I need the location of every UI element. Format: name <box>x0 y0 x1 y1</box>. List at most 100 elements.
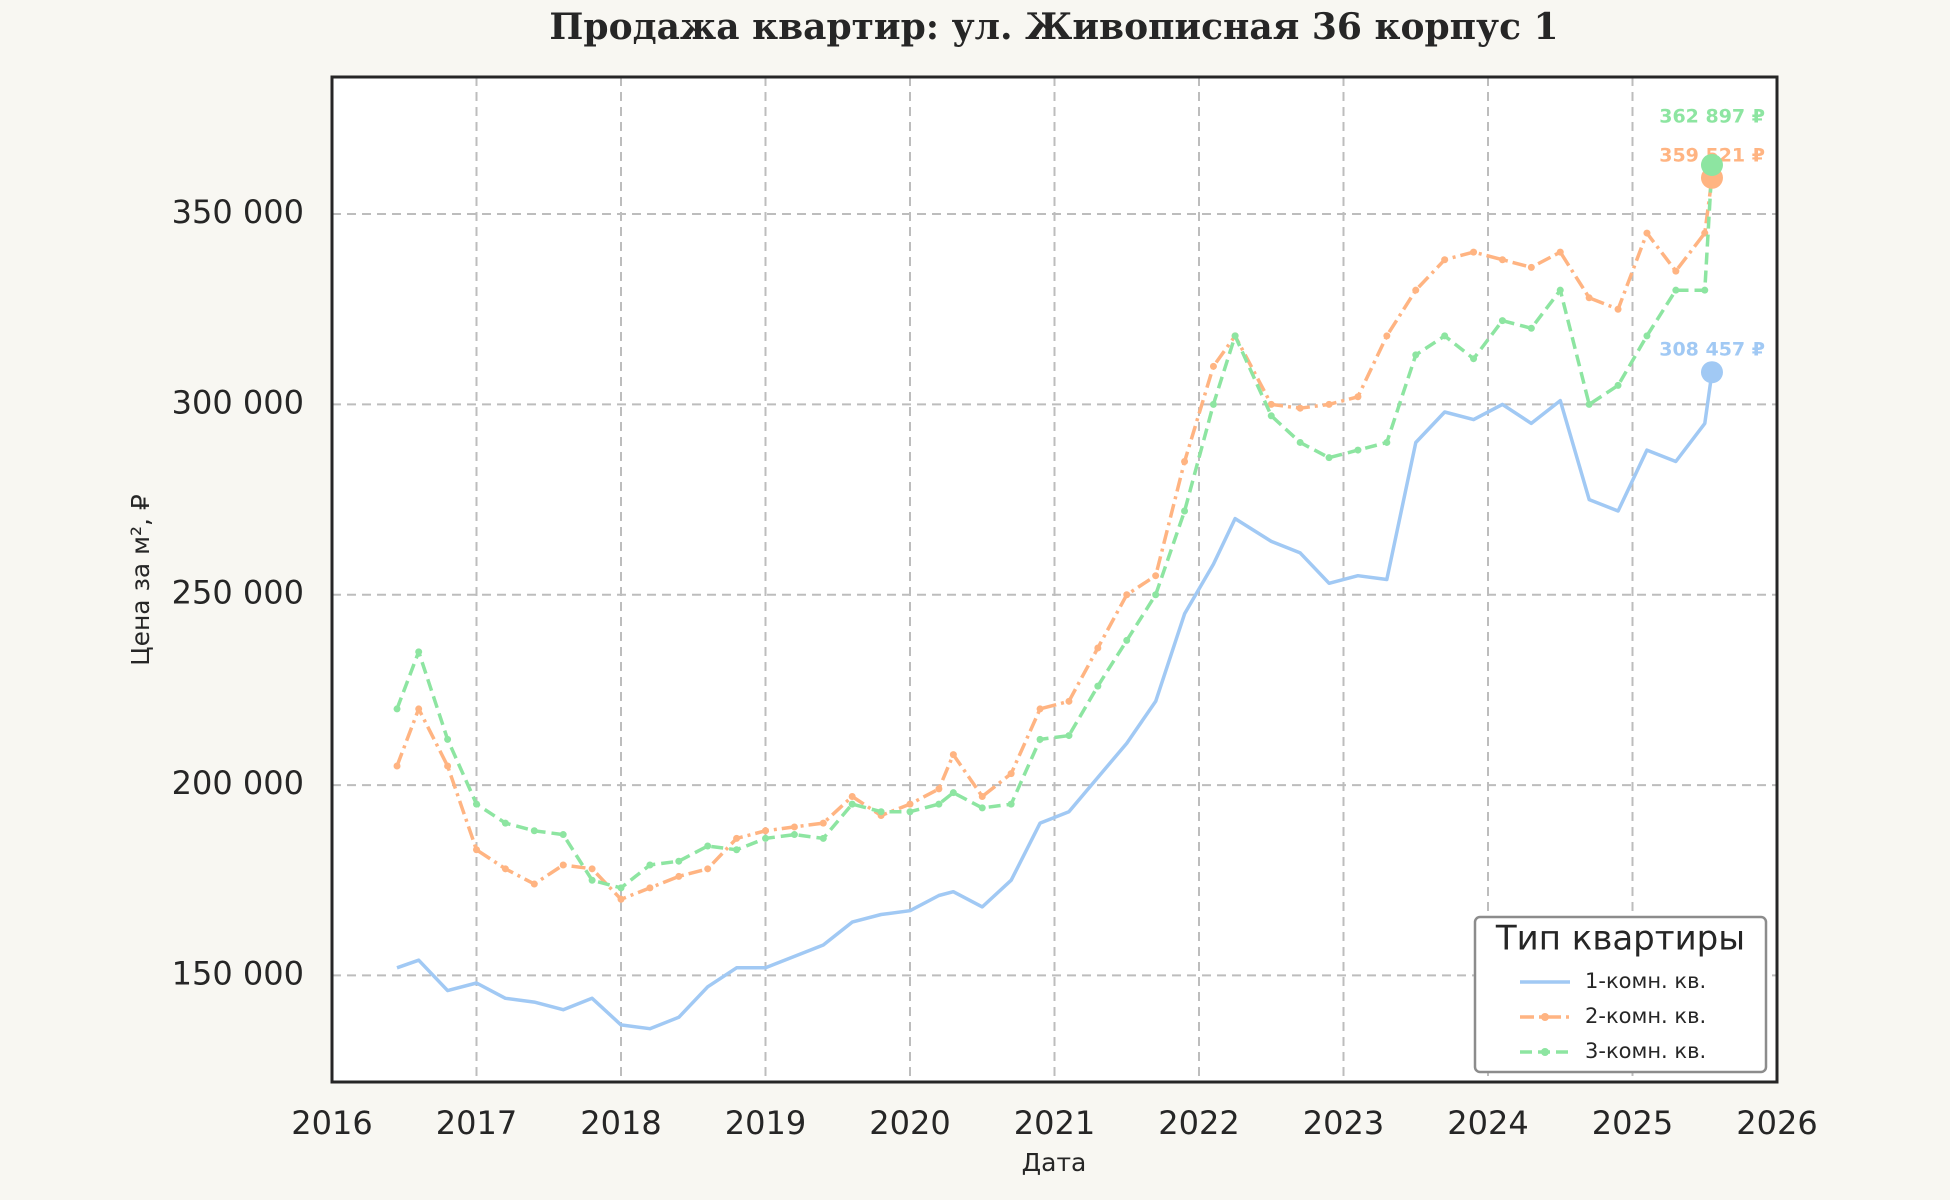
x-tick-label: 2023 <box>1303 1104 1384 1142</box>
x-tick-label: 2022 <box>1158 1104 1239 1142</box>
point-marker <box>1412 351 1420 359</box>
end-marker <box>1700 361 1723 384</box>
point-marker <box>733 846 741 854</box>
point-marker <box>501 865 509 873</box>
x-tick-label: 2024 <box>1447 1104 1528 1142</box>
point-marker <box>1325 454 1333 462</box>
point-marker <box>848 792 856 800</box>
point-marker <box>877 808 885 816</box>
x-axis-label: Дата <box>1022 1148 1087 1177</box>
point-marker <box>1354 446 1362 454</box>
point-marker <box>762 834 769 842</box>
point-marker <box>978 804 986 812</box>
y-tick-label: 350 000 <box>172 193 304 231</box>
legend-label: 3-комн. кв. <box>1585 1039 1706 1063</box>
series-line <box>395 177 1714 902</box>
point-marker <box>1267 412 1275 420</box>
point-marker <box>1643 229 1651 237</box>
point-marker <box>588 876 596 884</box>
chart-title: Продажа квартир: ул. Живописная 36 корпу… <box>549 6 1558 48</box>
point-marker <box>1007 800 1015 808</box>
plot-frame <box>330 75 1779 1084</box>
point-marker <box>473 846 480 854</box>
point-marker <box>978 792 986 800</box>
end-label: 308 457 ₽ <box>1659 339 1765 361</box>
point-marker <box>949 789 957 797</box>
point-marker <box>906 808 914 816</box>
point-marker <box>393 705 401 713</box>
point-marker <box>559 861 567 869</box>
x-tick-label: 2019 <box>725 1104 806 1142</box>
point-marker <box>444 735 452 743</box>
point-marker <box>790 823 798 831</box>
x-tick-label: 2018 <box>580 1104 661 1142</box>
point-marker <box>1556 248 1564 256</box>
legend: Тип квартиры 1-комн. кв. 2-комн. кв. 3-комн… <box>1473 915 1768 1074</box>
point-marker <box>1296 404 1304 412</box>
point-marker <box>1498 256 1506 264</box>
point-marker <box>848 800 856 808</box>
point-marker <box>1231 332 1239 340</box>
y-axis-label: Цена за м², ₽ <box>126 494 155 666</box>
point-marker <box>444 762 452 770</box>
point-marker <box>790 831 798 839</box>
point-marker <box>617 895 625 903</box>
x-tick-label: 2025 <box>1592 1104 1673 1142</box>
series-line <box>395 164 1714 890</box>
point-marker <box>1643 332 1651 340</box>
point-marker <box>1556 286 1564 294</box>
point-marker <box>393 762 401 770</box>
point-marker <box>1585 294 1593 302</box>
point-marker <box>1614 381 1622 389</box>
point-marker <box>1498 317 1506 325</box>
point-marker <box>530 880 538 888</box>
point-marker <box>1441 332 1449 340</box>
point-marker <box>1036 705 1044 713</box>
point-marker <box>588 865 596 873</box>
point-marker <box>1614 305 1622 313</box>
y-tick-label: 300 000 <box>172 383 304 421</box>
point-marker <box>415 648 423 656</box>
point-marker <box>1325 400 1333 408</box>
point-marker <box>704 865 712 873</box>
legend-title: Тип квартиры <box>1495 919 1745 959</box>
point-marker <box>1065 697 1073 705</box>
point-marker <box>1672 267 1680 275</box>
point-marker <box>1152 572 1160 580</box>
point-marker <box>617 884 625 892</box>
point-marker <box>559 831 567 839</box>
point-marker <box>1123 636 1131 644</box>
point-marker <box>1094 682 1102 690</box>
point-marker <box>1412 286 1420 294</box>
point-marker <box>1383 332 1391 340</box>
point-marker <box>1701 286 1709 294</box>
point-marker <box>1441 256 1449 264</box>
point-marker <box>473 800 480 808</box>
point-marker <box>530 827 538 835</box>
point-marker <box>1267 400 1275 408</box>
point-marker <box>1209 362 1217 370</box>
legend-marker <box>1541 1013 1549 1021</box>
point-marker <box>1094 644 1102 652</box>
end-label: 362 897 ₽ <box>1659 105 1765 127</box>
y-tick-label: 250 000 <box>172 574 304 612</box>
point-marker <box>675 872 683 880</box>
point-marker <box>501 819 509 827</box>
legend-label: 2-комн. кв. <box>1585 1004 1706 1028</box>
point-marker <box>1354 393 1362 401</box>
point-marker <box>1296 438 1304 446</box>
point-marker <box>1383 438 1391 446</box>
point-marker <box>1470 355 1478 363</box>
y-tick-label: 150 000 <box>172 954 304 992</box>
x-tick-label: 2016 <box>291 1104 372 1142</box>
point-marker <box>1152 591 1160 599</box>
end-marker <box>1700 153 1723 176</box>
point-marker <box>1007 770 1015 778</box>
point-marker <box>1036 735 1044 743</box>
point-marker <box>819 819 827 827</box>
point-marker <box>1181 457 1189 465</box>
point-marker <box>415 705 423 713</box>
point-marker <box>675 857 683 865</box>
